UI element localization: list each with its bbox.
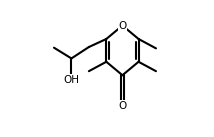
Text: O: O: [118, 21, 126, 31]
Text: O: O: [118, 101, 126, 111]
Text: OH: OH: [63, 75, 79, 85]
